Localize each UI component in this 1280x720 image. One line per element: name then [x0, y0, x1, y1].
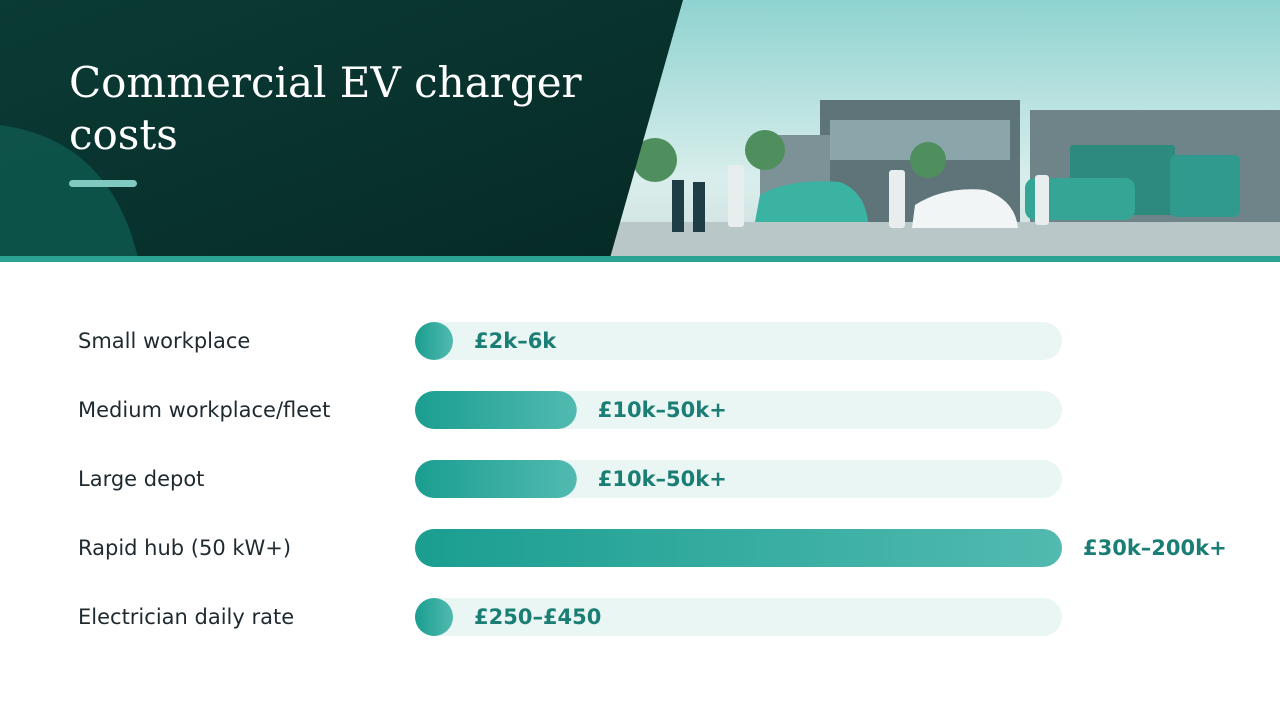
value-label: £10k–50k+	[598, 398, 727, 422]
category-label: Electrician daily rate	[78, 605, 294, 629]
bar	[415, 460, 577, 498]
value-label: £250–£450	[474, 605, 601, 629]
bar	[415, 529, 1062, 567]
bar	[415, 391, 577, 429]
bar-track	[415, 598, 1062, 636]
header-panel	[0, 0, 683, 258]
bar	[415, 322, 453, 360]
bar-track	[415, 460, 1062, 498]
category-label: Medium workplace/fleet	[78, 398, 330, 422]
category-label: Small workplace	[78, 329, 250, 353]
header-illustration	[560, 0, 1280, 258]
value-label: £30k–200k+	[1083, 536, 1227, 560]
category-label: Rapid hub (50 kW+)	[78, 536, 291, 560]
title-accent	[69, 180, 137, 187]
header-rule	[0, 256, 1280, 262]
decor-shape	[0, 125, 138, 258]
bar-track	[415, 391, 1062, 429]
chart-title: Commercial EV charger costs	[69, 58, 583, 159]
value-label: £10k–50k+	[598, 467, 727, 491]
bar-track	[415, 322, 1062, 360]
bar	[415, 598, 453, 636]
category-label: Large depot	[78, 467, 204, 491]
value-label: £2k–6k	[474, 329, 557, 353]
